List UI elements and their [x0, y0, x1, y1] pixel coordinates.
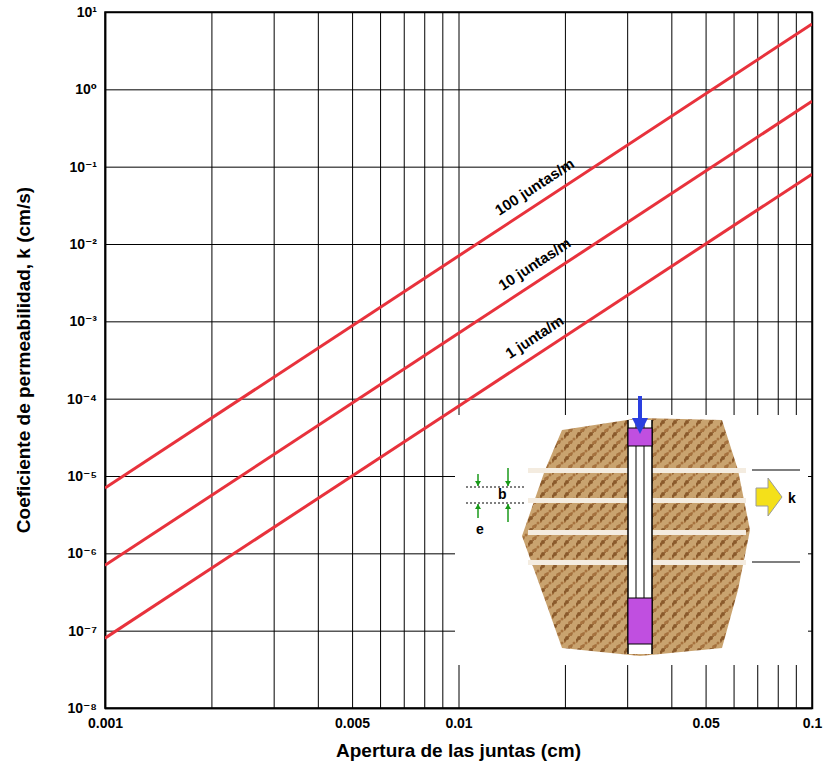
x-grid-line [318, 12, 319, 708]
inset-label: e [476, 521, 484, 537]
x-tick: 0.005 [335, 12, 370, 731]
y-tick-label: 10⁻⁶ [68, 545, 97, 561]
series-line [105, 24, 812, 488]
y-tick-label: 10⁻⁵ [67, 468, 97, 484]
dimension-arrow-head [475, 481, 481, 486]
x-tick-label: 0.001 [88, 715, 123, 731]
packer [628, 598, 652, 644]
y-grid-line [105, 167, 812, 168]
y-tick-label: 10¹ [77, 4, 98, 20]
plot-area: 0.0010.0050.010.050.110¹10⁰10⁻¹10⁻²10⁻³1… [67, 4, 822, 731]
x-axis: 0.001 0.005 0.01 0.05 0.1 [88, 12, 822, 731]
joint-line [752, 469, 800, 470]
flow-arrow [756, 478, 782, 516]
series-label: 10 juntas/m [495, 234, 573, 293]
y-tick-label: 10⁻⁸ [67, 700, 97, 716]
x-axis-title: Apertura de las juntas (cm) [336, 740, 581, 761]
inflow-arrow [638, 396, 642, 420]
joint-dotted-line [466, 503, 524, 504]
x-tick-label: 0.005 [335, 715, 370, 731]
x-grid-line [211, 12, 212, 708]
inset-background [455, 415, 808, 665]
x-grid-line [380, 12, 381, 708]
x-grid-line [424, 12, 425, 708]
y-tick-label: 10⁻³ [69, 313, 97, 329]
y-tick-label: 10⁻² [69, 236, 97, 252]
injection-pipe [636, 420, 637, 598]
x-axis-line [106, 12, 813, 709]
joint-line [752, 561, 800, 562]
series-line [105, 101, 812, 565]
injection-pipe [644, 420, 645, 598]
y-grid-line [105, 321, 812, 322]
rock-mass [522, 418, 750, 656]
y-grid-line [105, 89, 812, 90]
y-axis-title: Coeficiente de permeabilidad, k (cm/s) [13, 187, 34, 533]
x-tick [211, 12, 212, 708]
inflow-arrow-head [632, 418, 648, 434]
y-tick: 10⁻² [69, 236, 812, 252]
inset-label: b [498, 486, 507, 502]
x-tick-label: 0.1 [803, 715, 823, 731]
chart-svg: 0.0010.0050.010.050.110¹10⁰10⁻¹10⁻²10⁻³1… [0, 0, 831, 771]
series-labels: 100 juntas/m 10 juntas/m 1 junta/m [492, 154, 577, 361]
x-grid-line [404, 12, 405, 708]
y-tick-label: 10⁻⁴ [67, 391, 97, 407]
y-axis: 10¹ 10⁰ 10⁻¹ 10⁻² 10⁻³ 10⁻⁴ 10⁻⁵ 10⁻⁶ 10⁻⁷ 10⁻⁸ [67, 4, 812, 716]
dimension-arrow-head [475, 504, 481, 509]
plot-frame [105, 12, 812, 708]
x-grid-line [442, 12, 443, 708]
x-tick [318, 12, 319, 708]
series-line [105, 174, 812, 638]
series-label: 1 junta/m [502, 312, 566, 362]
y-tick: 10⁻⁴ [67, 391, 812, 407]
y-tick: 10⁻³ [69, 313, 812, 329]
y-axis-line [106, 13, 813, 709]
joint-dotted-line [466, 487, 524, 488]
dimension-arrow-head [505, 504, 511, 509]
x-tick-label: 0.01 [445, 715, 472, 731]
x-tick [274, 12, 275, 708]
x-tick-label: 0.05 [692, 715, 719, 731]
borehole [628, 420, 652, 654]
x-tick [404, 12, 405, 708]
series-label: 100 juntas/m [492, 154, 577, 218]
y-grid-line [105, 399, 812, 400]
x-grid-line [274, 12, 275, 708]
y-tick-label: 10⁻¹ [69, 159, 97, 175]
x-grid-line [352, 12, 353, 708]
x-tick [424, 12, 425, 708]
x-tick [380, 12, 381, 708]
inset-label: k [788, 490, 796, 506]
x-tick [442, 12, 443, 708]
y-tick-label: 10⁻⁷ [68, 623, 97, 639]
y-tick-label: 10⁰ [75, 81, 97, 97]
y-tick: 10⁻¹ [69, 159, 812, 175]
inset: b e k [455, 396, 808, 665]
series-lines [105, 24, 812, 638]
